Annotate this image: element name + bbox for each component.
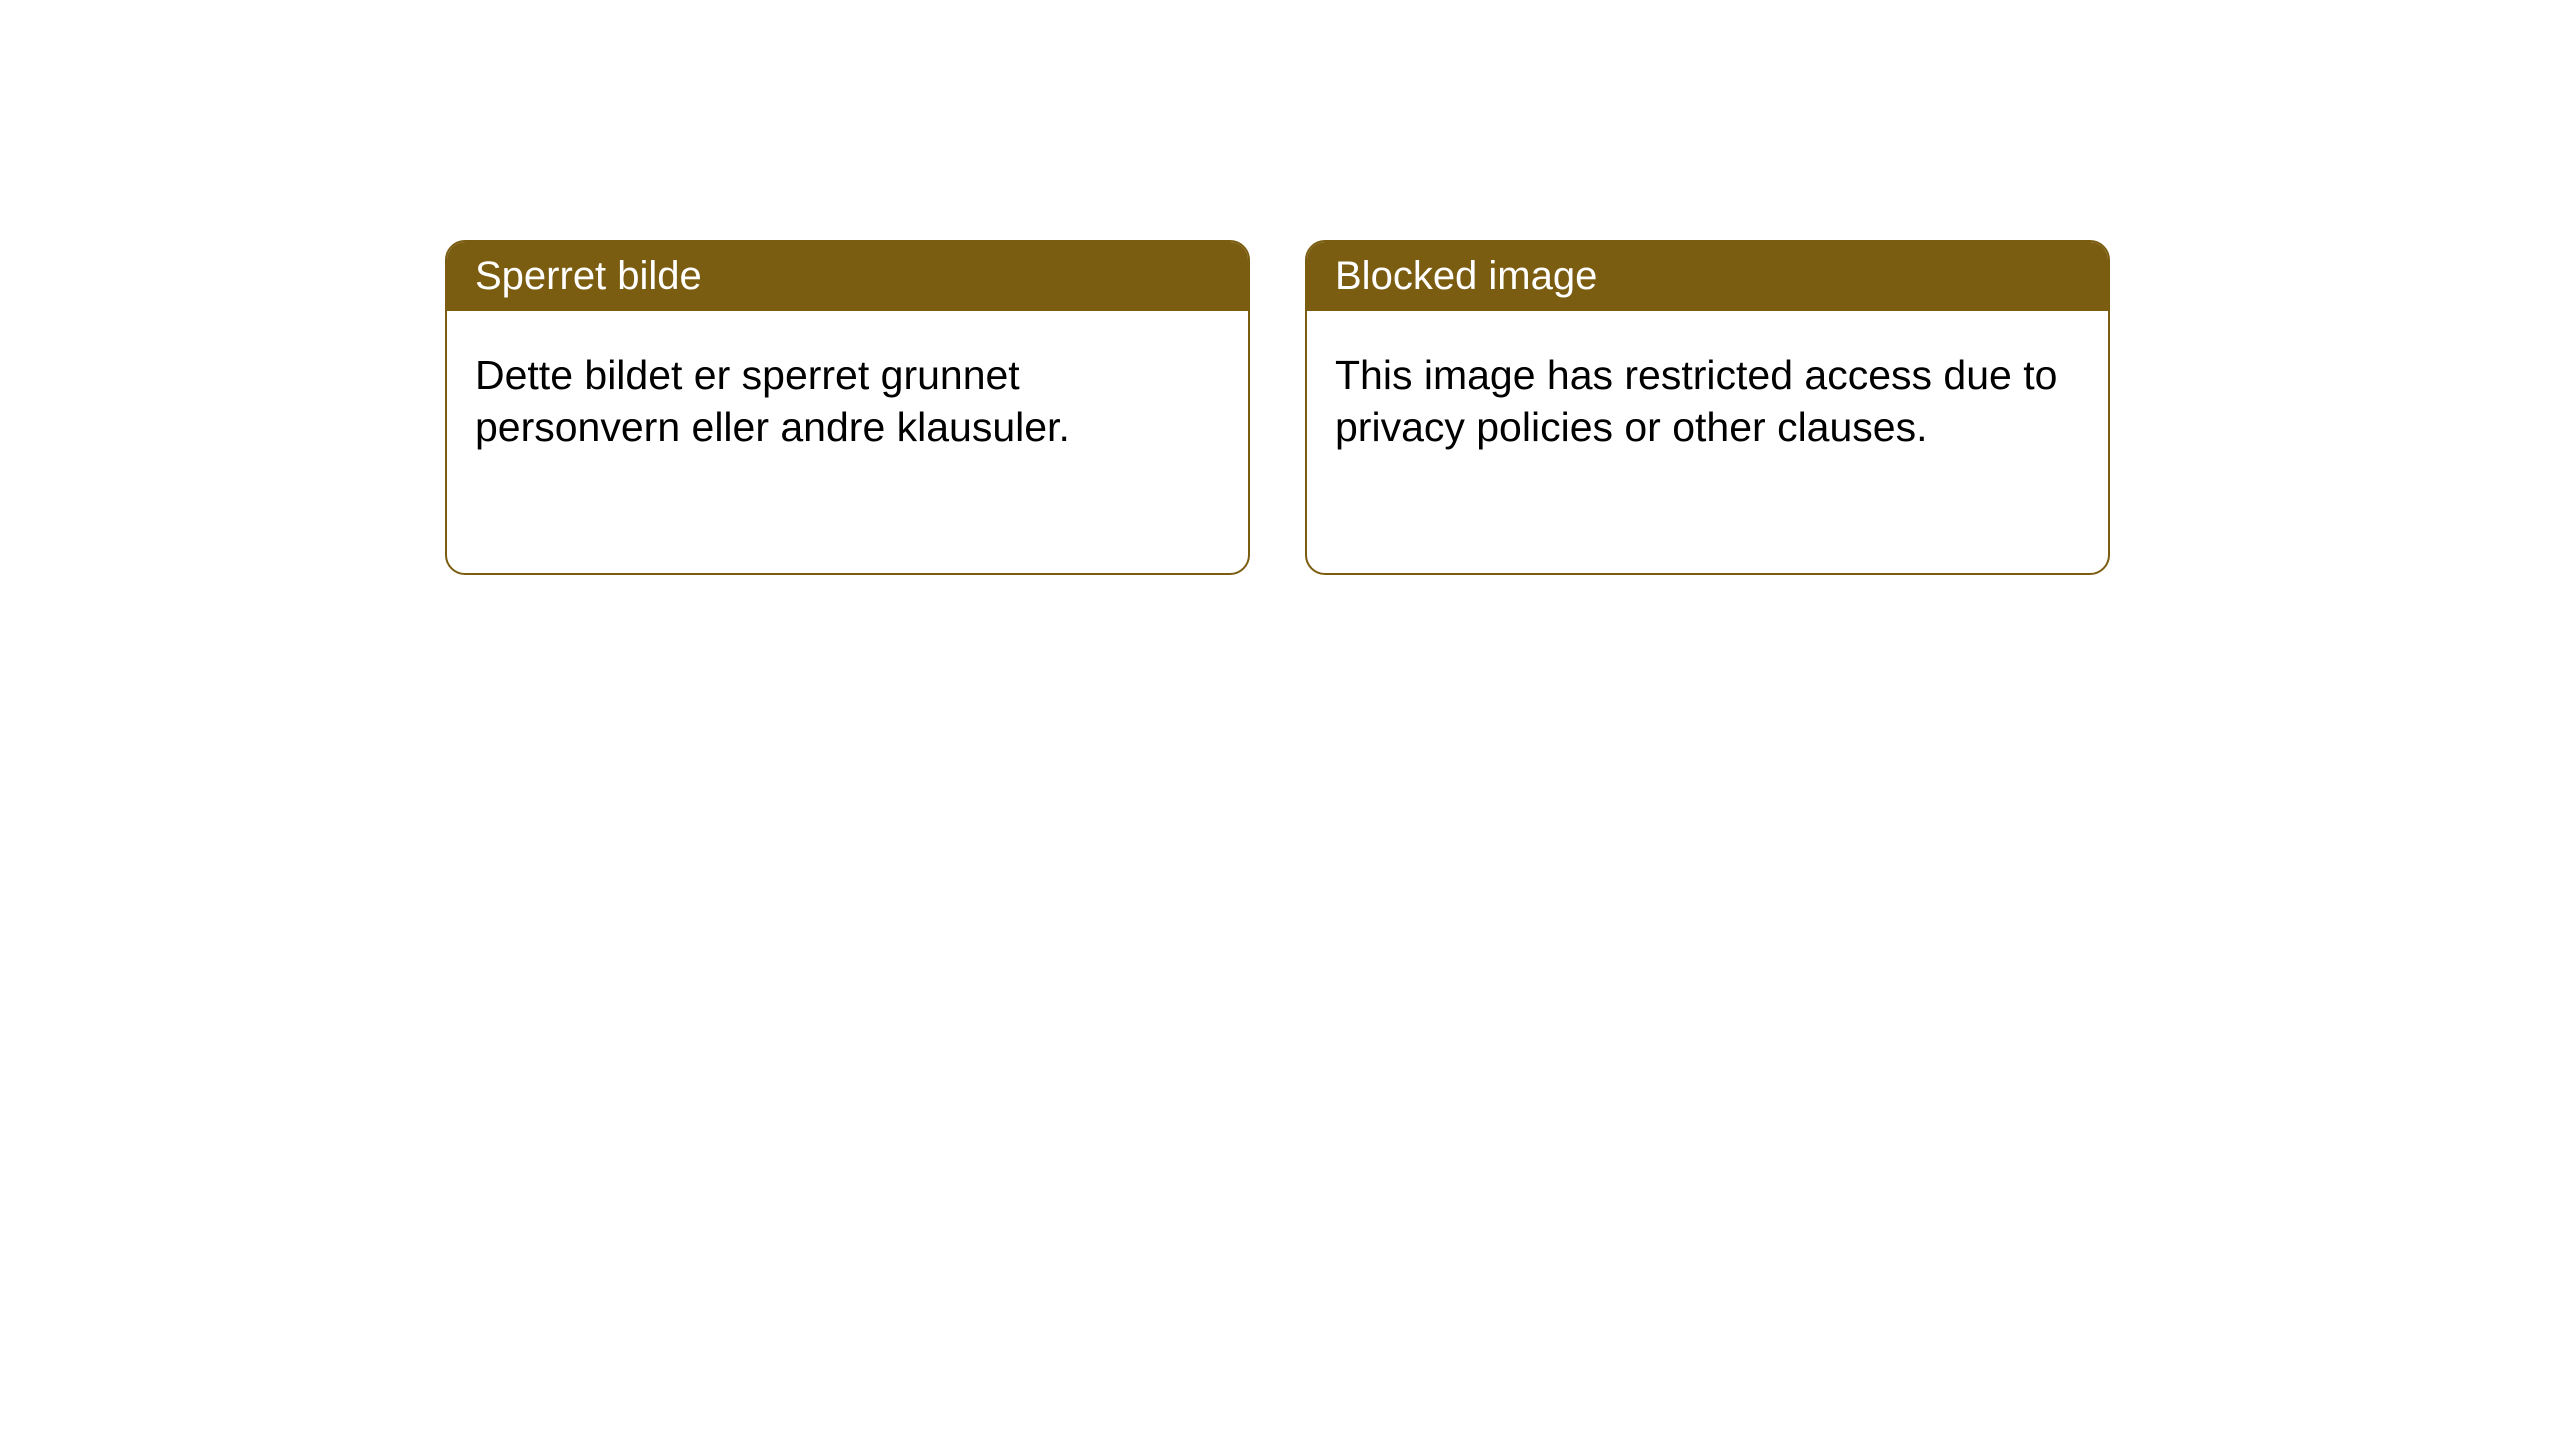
notice-header: Sperret bilde: [447, 242, 1248, 311]
notice-card-norwegian: Sperret bilde Dette bildet er sperret gr…: [445, 240, 1250, 575]
notice-container: Sperret bilde Dette bildet er sperret gr…: [445, 240, 2110, 575]
notice-header: Blocked image: [1307, 242, 2108, 311]
notice-title: Sperret bilde: [475, 254, 702, 298]
notice-text: This image has restricted access due to …: [1335, 352, 2057, 450]
notice-card-english: Blocked image This image has restricted …: [1305, 240, 2110, 575]
notice-title: Blocked image: [1335, 254, 1597, 298]
notice-body: Dette bildet er sperret grunnet personve…: [447, 311, 1248, 492]
notice-body: This image has restricted access due to …: [1307, 311, 2108, 492]
notice-text: Dette bildet er sperret grunnet personve…: [475, 352, 1070, 450]
